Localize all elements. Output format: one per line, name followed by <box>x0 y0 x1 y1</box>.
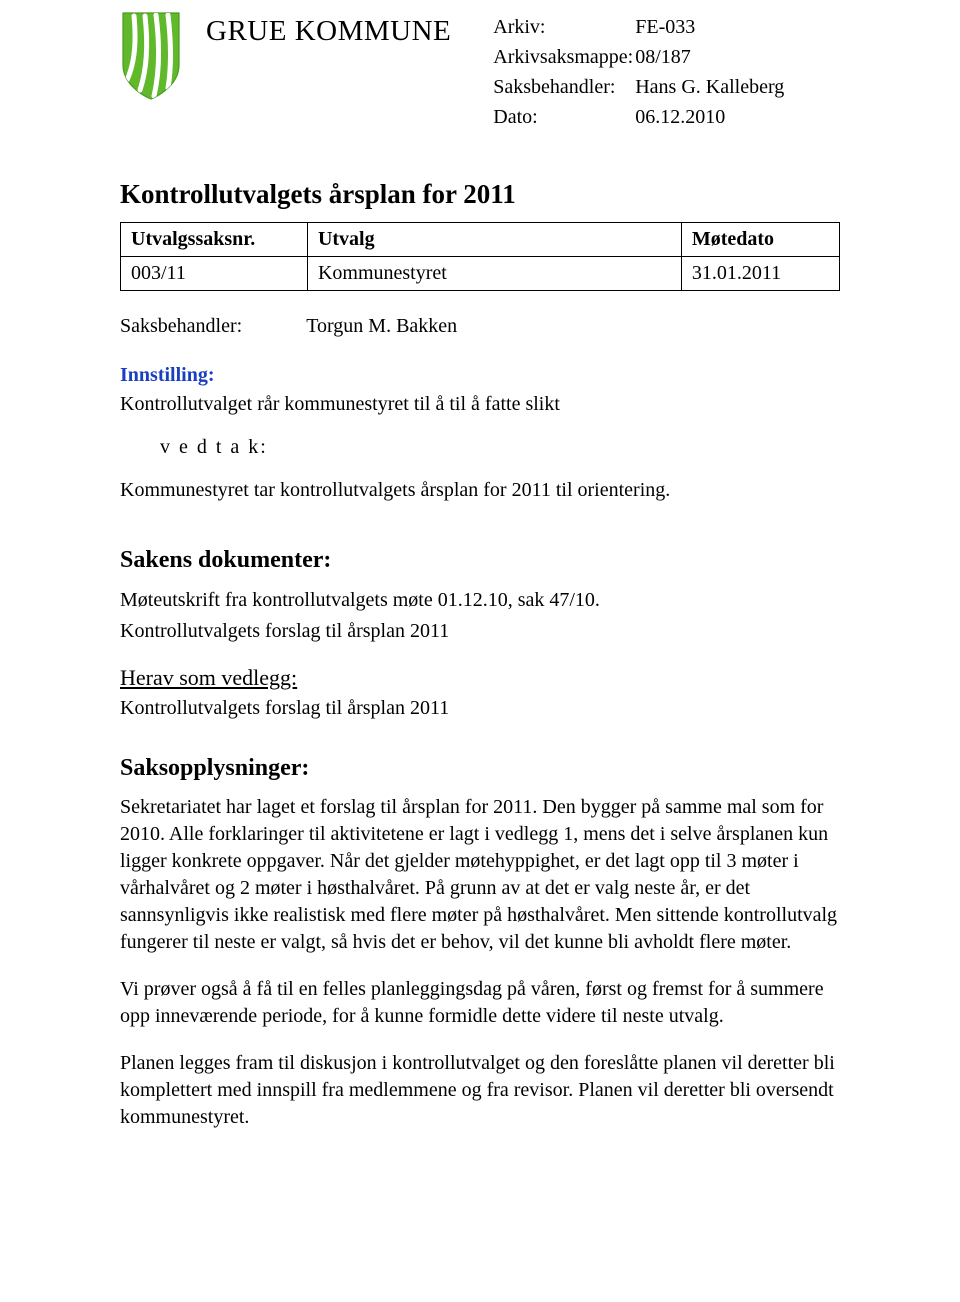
meta-label: Arkiv: <box>493 14 633 42</box>
case-header-dato: Møtedato <box>681 223 839 257</box>
innstilling-heading: Innstilling: <box>120 362 840 389</box>
vedlegg-heading: Herav som vedlegg: <box>120 663 840 693</box>
case-table: Utvalgssaksnr. Utvalg Møtedato 003/11 Ko… <box>120 222 840 291</box>
case-header-saksnr: Utvalgssaksnr. <box>121 223 308 257</box>
dokument-line: Møteutskrift fra kontrollutvalgets møte … <box>120 587 840 614</box>
meta-row: Dato: 06.12.2010 <box>493 104 784 132</box>
dokument-line: Kontrollutvalgets forslag til årsplan 20… <box>120 618 840 645</box>
document-header: GRUE KOMMUNE Arkiv: FE-033 Arkivsaksmapp… <box>120 10 840 134</box>
meta-label: Arkivsaksmappe: <box>493 44 633 72</box>
innstilling-line1: Kontrollutvalget rår kommunestyret til å… <box>120 391 840 418</box>
case-table-header-row: Utvalgssaksnr. Utvalg Møtedato <box>121 223 840 257</box>
org-title-block: GRUE KOMMUNE <box>206 10 451 51</box>
vedtak-label: v e d t a k: <box>160 434 268 461</box>
org-title: GRUE KOMMUNE <box>206 15 451 47</box>
innstilling-section: Innstilling: Kontrollutvalget rår kommun… <box>120 362 840 504</box>
meta-label: Saksbehandler: <box>493 74 633 102</box>
meta-row: Arkivsaksmappe: 08/187 <box>493 44 784 72</box>
meta-label: Dato: <box>493 104 633 132</box>
meta-value: 08/187 <box>635 44 784 72</box>
dokumenter-heading: Sakens dokumenter: <box>120 544 840 576</box>
vedlegg-section: Herav som vedlegg: Kontrollutvalgets for… <box>120 663 840 722</box>
saksopplysninger-p2: Vi prøver også å få til en felles planle… <box>120 976 840 1030</box>
meta-value: FE-033 <box>635 14 784 42</box>
case-cell-utvalg: Kommunestyret <box>307 257 681 291</box>
meta-row: Saksbehandler: Hans G. Kalleberg <box>493 74 784 102</box>
saksopplysninger-heading: Saksopplysninger: <box>120 752 840 784</box>
saksopplysninger-p1: Sekretariatet har laget et forslag til å… <box>120 794 840 956</box>
document-title: Kontrollutvalgets årsplan for 2011 <box>120 176 840 212</box>
case-table-row: 003/11 Kommunestyret 31.01.2011 <box>121 257 840 291</box>
municipal-shield-icon <box>120 10 182 110</box>
case-header-utvalg: Utvalg <box>307 223 681 257</box>
archive-meta: Arkiv: FE-033 Arkivsaksmappe: 08/187 Sak… <box>491 10 786 134</box>
meta-value: Hans G. Kalleberg <box>635 74 784 102</box>
handler-value: Torgun M. Bakken <box>306 313 457 340</box>
handler-label: Saksbehandler: <box>120 313 242 340</box>
case-handler-row: Saksbehandler: Torgun M. Bakken <box>120 313 840 340</box>
saksopplysninger-section: Saksopplysninger: Sekretariatet har lage… <box>120 752 840 1131</box>
case-cell-saksnr: 003/11 <box>121 257 308 291</box>
case-cell-dato: 31.01.2011 <box>681 257 839 291</box>
vedlegg-line: Kontrollutvalgets forslag til årsplan 20… <box>120 695 840 722</box>
meta-row: Arkiv: FE-033 <box>493 14 784 42</box>
innstilling-body: Kommunestyret tar kontrollutvalgets årsp… <box>120 477 840 504</box>
meta-value: 06.12.2010 <box>635 104 784 132</box>
saksopplysninger-p3: Planen legges fram til diskusjon i kontr… <box>120 1050 840 1131</box>
dokumenter-section: Sakens dokumenter: Møteutskrift fra kont… <box>120 544 840 644</box>
